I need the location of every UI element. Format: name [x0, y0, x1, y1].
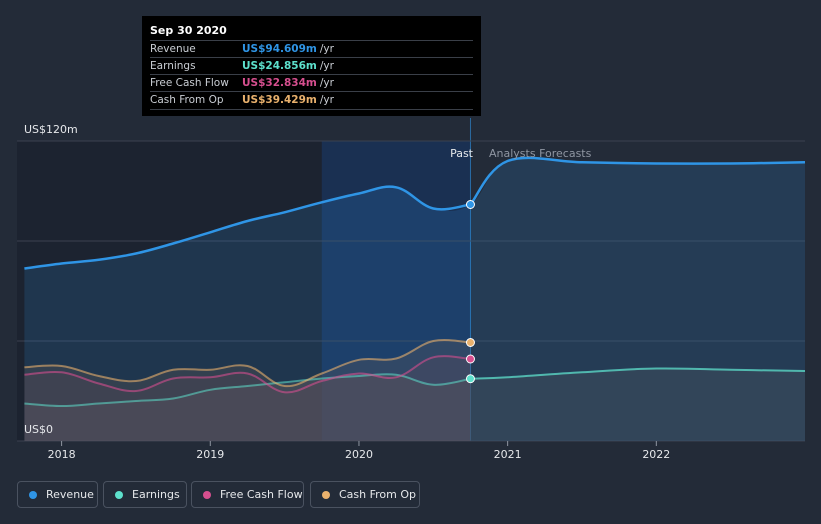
axis-text-layer: US$120m US$0 Past Analysts Forecasts 201…	[24, 123, 670, 461]
revenue-forecast-line	[469, 156, 806, 206]
cash-from-op-area	[24, 339, 471, 441]
earnings-area	[24, 368, 805, 441]
x-tick-label: 2022	[642, 448, 670, 461]
tooltip-row-cash-from-op: Cash From Op US$39.429m/yr	[150, 91, 473, 110]
legend-label: Free Cash Flow	[220, 488, 303, 501]
marker-layer	[465, 200, 475, 384]
x-tick-label: 2019	[196, 448, 224, 461]
legend-item-revenue[interactable]: Revenue	[17, 481, 98, 508]
free-cash-flow-area	[24, 356, 471, 441]
x-tick-label: 2020	[345, 448, 373, 461]
tooltip-row-revenue: Revenue US$94.609m/yr	[150, 40, 473, 58]
legend-dot-icon	[203, 491, 211, 499]
legend-dot-icon	[29, 491, 37, 499]
earnings-forecast-line	[470, 367, 806, 380]
legend-label: Revenue	[46, 488, 94, 501]
earnings-line	[24, 373, 471, 408]
forecast-label: Analysts Forecasts	[489, 147, 592, 160]
legend-item-earnings[interactable]: Earnings	[103, 481, 187, 508]
tooltip-row-free-cash-flow: Free Cash Flow US$32.834m/yr	[150, 74, 473, 92]
free-cash-flow-marker	[465, 354, 475, 364]
y-axis-label-bottom: US$0	[24, 423, 53, 436]
y-axis-label-top: US$120m	[24, 123, 78, 136]
revenue-marker	[465, 200, 475, 209]
cash-from-op-line	[24, 338, 471, 388]
tooltip-label: Cash From Op	[150, 94, 224, 106]
free-cash-flow-line	[24, 355, 471, 394]
legend-dot-icon	[115, 491, 123, 499]
tooltip-value: US$32.834m/yr	[242, 77, 334, 89]
legend-item-free-cash-flow[interactable]: Free Cash Flow	[191, 481, 304, 508]
legend-item-cash-from-op[interactable]: Cash From Op	[310, 481, 420, 508]
line-layer	[24, 156, 806, 408]
tooltip-value: US$24.856m/yr	[242, 60, 334, 72]
tooltip-row-earnings: Earnings US$24.856m/yr	[150, 57, 473, 75]
tooltip-value: US$94.609m/yr	[242, 43, 334, 55]
x-tick-label: 2018	[48, 448, 76, 461]
legend-label: Cash From Op	[339, 488, 417, 501]
tooltip-label: Earnings	[150, 60, 196, 72]
tooltip-date: Sep 30 2020	[150, 24, 227, 37]
x-tick-label: 2021	[494, 448, 522, 461]
legend-dot-icon	[322, 491, 330, 499]
past-label: Past	[450, 147, 474, 160]
tooltip-label: Free Cash Flow	[150, 77, 229, 89]
legend-label: Earnings	[132, 488, 180, 501]
tooltip: Sep 30 2020 Revenue US$94.609m/yr Earnin…	[142, 16, 481, 116]
revenue-line	[24, 185, 471, 270]
tooltip-value: US$39.429m/yr	[242, 94, 334, 106]
earnings-marker	[465, 374, 475, 384]
tooltip-label: Revenue	[150, 43, 196, 55]
cash-from-op-marker	[465, 338, 475, 347]
